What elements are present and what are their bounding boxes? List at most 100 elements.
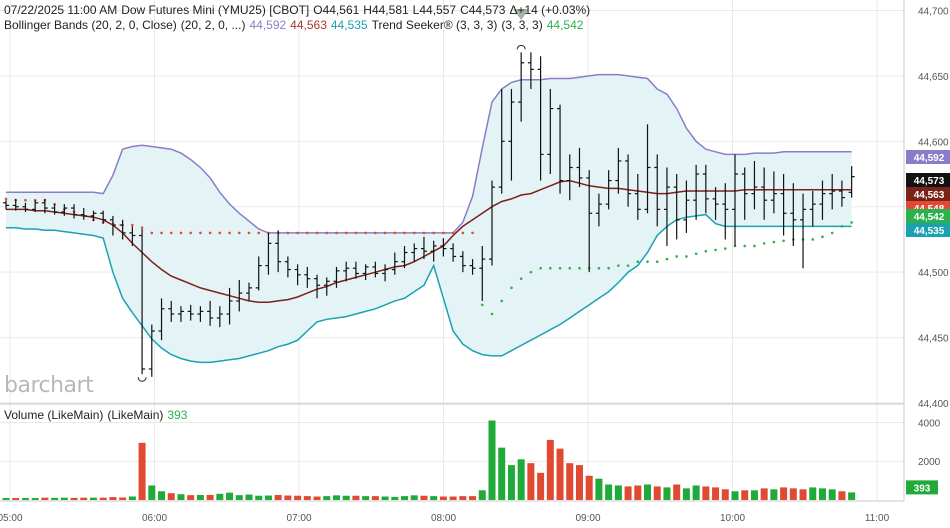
- ohlc-bar: [557, 104, 564, 194]
- trend-seeker-dot: [646, 260, 649, 263]
- trend-seeker-dots: [4, 197, 853, 316]
- price-tick-label: 44,500: [918, 268, 949, 279]
- volume-bar: [41, 497, 49, 500]
- ohlc-bar: [294, 264, 301, 286]
- volume-bar: [575, 465, 583, 500]
- trend-seeker-dot: [811, 238, 815, 241]
- volume-bar: [226, 492, 234, 500]
- svg-text:44,592: 44,592: [914, 153, 945, 164]
- trend-seeker-dot: [189, 231, 192, 235]
- volume-bar: [138, 442, 146, 500]
- trend-seeker-dot: [568, 266, 572, 270]
- volume-bar: [362, 496, 370, 500]
- volume-bar: [51, 497, 59, 500]
- ohlc-bar: [275, 230, 282, 273]
- trend-seeker-dot: [286, 231, 290, 235]
- ohlc-bar: [158, 298, 165, 341]
- volume-bar: [255, 495, 263, 500]
- trend-seeker-dot: [558, 266, 562, 270]
- volume-label: Volume (LikeMain): [4, 408, 104, 422]
- volume-bar: [264, 495, 272, 500]
- ohlc-bar: [265, 232, 272, 275]
- trend-seeker-dot: [199, 231, 202, 235]
- volume-bar: [89, 497, 97, 500]
- bollinger-bands: [6, 73, 852, 364]
- trend-seeker-dot: [393, 231, 397, 235]
- ohlc-bar: [216, 306, 223, 328]
- trend-seeker-dot: [354, 231, 358, 235]
- ohlc-bar: [547, 88, 554, 175]
- volume-bar: [167, 493, 175, 500]
- volume-bar: [799, 489, 807, 500]
- sell-arrow-icon: [513, 9, 530, 21]
- trend-seeker-dot: [403, 231, 406, 235]
- volume-bar: [60, 497, 68, 500]
- ohlc-bar: [712, 187, 719, 220]
- ohlc-bar: [362, 264, 369, 281]
- ohlc-bar: [595, 193, 602, 227]
- time-tick-label: 08:00: [431, 513, 456, 524]
- ohlc-bar: [586, 170, 593, 273]
- trend-seeker-dot: [675, 255, 678, 258]
- ohlc-bar: [732, 154, 738, 246]
- ohlc-bar: [119, 219, 126, 240]
- volume-bar: [128, 496, 136, 500]
- svg-text:44,535: 44,535: [914, 226, 945, 237]
- time-tick-label: 09:00: [575, 513, 600, 524]
- volume-bar: [760, 488, 768, 500]
- trend-seeker-dot: [753, 244, 756, 248]
- volume-bar: [527, 463, 535, 500]
- ohlc-bar: [304, 266, 311, 288]
- volume-bar: [809, 487, 817, 500]
- volume-bar: [644, 484, 652, 500]
- trend-seeker-dot: [412, 231, 416, 235]
- volume-bar: [80, 497, 88, 500]
- trend-seeker-dot: [830, 231, 834, 235]
- volume-bar: [187, 495, 195, 500]
- volume-bar: [342, 495, 350, 500]
- volume-bar: [31, 498, 39, 500]
- volume-bar: [624, 486, 632, 500]
- bb-params: (20, 2, 0, ...): [180, 18, 246, 32]
- ohlc-bar: [751, 160, 758, 210]
- svg-text:393: 393: [914, 483, 931, 494]
- volume-bar: [546, 439, 554, 500]
- price-tick-label: 44,400: [918, 399, 949, 410]
- trend-seeker-dot: [821, 235, 824, 239]
- trend-seeker-dot: [335, 231, 338, 235]
- ohlc-bar: [284, 256, 291, 278]
- trend-seeker-dot: [4, 197, 8, 201]
- trend-seeker-dot: [539, 266, 542, 270]
- volume-bar: [469, 496, 477, 500]
- volume-bar: [673, 484, 681, 500]
- volume-bar: [828, 489, 836, 500]
- trend-seeker-dot: [636, 260, 640, 263]
- volume-bar: [507, 465, 515, 500]
- time-tick-label: 07:00: [286, 513, 311, 524]
- volume-bar: [595, 478, 603, 500]
- price-tick-label: 44,450: [918, 334, 949, 345]
- ohlc-bar: [32, 200, 39, 212]
- ohlc-bar: [197, 306, 204, 322]
- ohlc-bar: [673, 174, 680, 240]
- ohlc-bar: [459, 251, 466, 273]
- volume-bar: [430, 496, 438, 500]
- volume-bar: [459, 496, 467, 500]
- trend-seeker-dot: [432, 231, 435, 235]
- ohlc-bar: [411, 243, 418, 262]
- volume-bar: [838, 491, 846, 500]
- volume-bar: [731, 491, 739, 500]
- trend-seeker-dot: [500, 299, 504, 303]
- ohlc-bar: [537, 56, 544, 181]
- trend-seeker-dot: [451, 231, 455, 235]
- ohlc-bar: [829, 174, 836, 210]
- volume-bar: [585, 475, 593, 500]
- ohlc-bar: [527, 52, 534, 89]
- ohlc-bar: [352, 261, 359, 279]
- svg-text:44,563: 44,563: [914, 190, 945, 201]
- trend-seeker-dot: [315, 231, 319, 235]
- ohlc-bar: [109, 215, 116, 236]
- low-marker: [137, 377, 147, 382]
